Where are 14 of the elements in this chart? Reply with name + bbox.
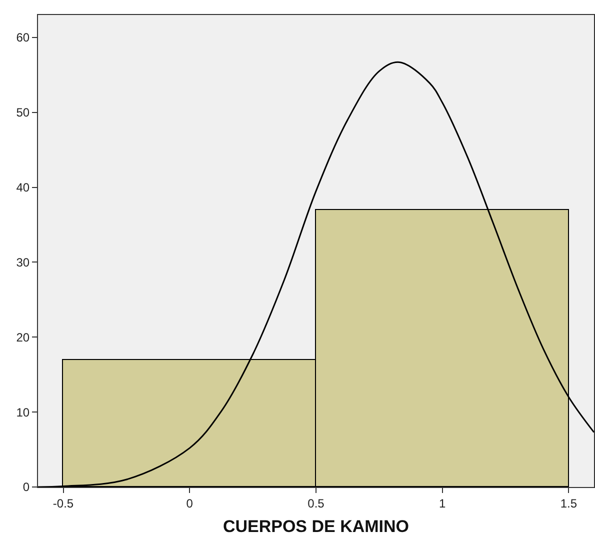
y-tick-label: 60: [16, 30, 30, 45]
y-tick-label: 40: [16, 180, 30, 195]
x-tick-label: -0.5: [52, 496, 74, 510]
y-tick-label: 10: [16, 405, 30, 420]
y-tick-label: 20: [16, 330, 30, 344]
x-tick-label: 0: [186, 496, 194, 510]
y-tick-label: 30: [16, 255, 30, 270]
x-tick-label: 0.5: [308, 496, 325, 510]
x-tick-label: 1: [439, 496, 446, 510]
x-tick-label: 1.5: [560, 496, 578, 510]
x-axis-title: CUERPOS DE KAMINO: [222, 516, 410, 536]
y-tick-label: 0: [22, 480, 30, 494]
line-series: [38, 61, 594, 487]
y-tick-label: 50: [16, 106, 30, 120]
